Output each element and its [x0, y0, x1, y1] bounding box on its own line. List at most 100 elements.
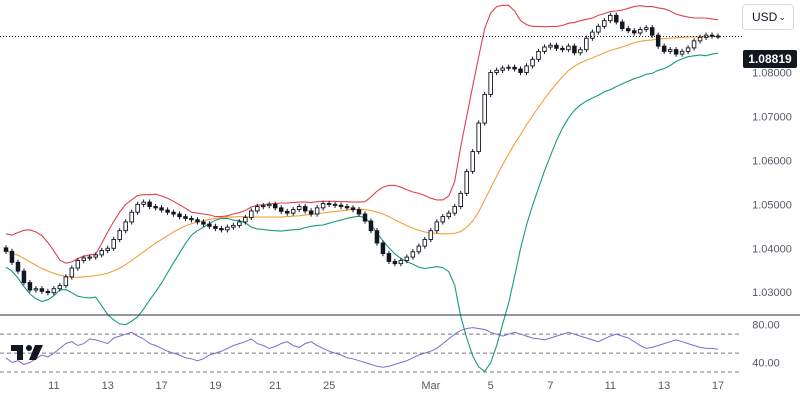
candle-body [590, 31, 595, 39]
candle [416, 243, 422, 255]
candle [440, 214, 446, 225]
candle [590, 29, 595, 41]
candle [9, 248, 15, 265]
candle-body [386, 253, 392, 262]
candle-body [422, 239, 428, 247]
candle-body [261, 205, 266, 208]
candle [470, 148, 475, 175]
candle-body [560, 47, 565, 51]
candle [314, 205, 320, 217]
candle-body [500, 67, 505, 71]
candle [33, 286, 39, 293]
price-tick-label: 1.08000 [752, 68, 792, 80]
candle-body [703, 34, 709, 38]
candle [649, 25, 655, 38]
candle-body [165, 209, 170, 213]
candle-body [506, 66, 511, 69]
rsi-pane [0, 327, 740, 373]
candle-body [93, 254, 98, 258]
candle-body [255, 206, 260, 212]
candle-body [45, 290, 51, 294]
candle-body [494, 69, 499, 73]
candle [614, 12, 619, 25]
time-tick-label: 21 [269, 380, 281, 392]
candle-body [428, 230, 434, 240]
candle [709, 32, 715, 39]
candle [296, 203, 302, 213]
candle [39, 286, 45, 294]
candle-body [482, 94, 487, 124]
rsi-axis: 80.00 40.00 [752, 320, 780, 370]
candle-body [249, 210, 254, 218]
price-tick-label: 1.03000 [752, 287, 792, 299]
candle-body [380, 242, 386, 255]
candle [446, 210, 452, 220]
candle-body [69, 267, 75, 278]
candle-body [476, 122, 481, 153]
candle-body [332, 203, 338, 206]
candle [111, 236, 116, 251]
candle-body [655, 34, 661, 47]
candle [500, 65, 505, 73]
candle-body [308, 210, 314, 215]
candle-body [416, 245, 422, 253]
candle [368, 218, 374, 234]
candle-body [123, 221, 128, 232]
rsi-tick-label: 40.00 [752, 358, 780, 370]
candle [596, 23, 601, 35]
candle [320, 200, 326, 211]
candle [434, 219, 440, 234]
candle-body [302, 206, 308, 212]
candle [494, 67, 499, 76]
candle [452, 203, 457, 216]
candle [177, 211, 182, 220]
time-tick-label: 5 [488, 380, 494, 392]
candle-body [488, 72, 493, 95]
candle-body [81, 257, 87, 262]
candle-body [15, 261, 21, 272]
candle-body [237, 221, 242, 226]
time-tick-label: 11 [605, 380, 616, 392]
candle [69, 265, 75, 280]
candle-body [153, 206, 158, 209]
candle [93, 252, 98, 260]
candle-body [39, 288, 45, 292]
candle [631, 28, 637, 36]
candle [560, 45, 565, 53]
candle [153, 203, 158, 211]
bollinger-bands [5, 4, 719, 373]
candle [219, 225, 224, 233]
candle-body [404, 256, 410, 262]
price-tick-label: 1.07000 [752, 111, 792, 123]
candle [697, 34, 703, 44]
time-tick-label: Mar [421, 380, 440, 392]
candle-body [398, 260, 404, 265]
candle-body [9, 250, 15, 263]
currency-selector[interactable]: USD ⌄ [742, 4, 794, 30]
time-axis: 11 13 17 19 21 25 Mar 5 7 11 13 17 [48, 380, 724, 392]
candle-body [213, 225, 218, 229]
candle-body [27, 282, 33, 291]
candle [482, 91, 487, 126]
candle [326, 200, 332, 207]
candle [63, 274, 69, 289]
candle [362, 211, 368, 224]
candle-body [536, 50, 541, 60]
candle-body [697, 36, 703, 42]
candle [643, 25, 649, 33]
price-tick-label: 1.05000 [752, 199, 792, 211]
candle-body [278, 207, 284, 212]
candle [476, 120, 481, 155]
candle [350, 205, 356, 213]
candle [225, 224, 230, 233]
candle [272, 201, 278, 211]
candle-body [572, 45, 577, 54]
candle [249, 208, 254, 221]
candle-body [542, 46, 547, 52]
candle-body [709, 34, 715, 37]
candle-body [141, 201, 146, 205]
candle-body [584, 37, 589, 51]
candle [165, 207, 170, 215]
candle-body [661, 45, 667, 52]
